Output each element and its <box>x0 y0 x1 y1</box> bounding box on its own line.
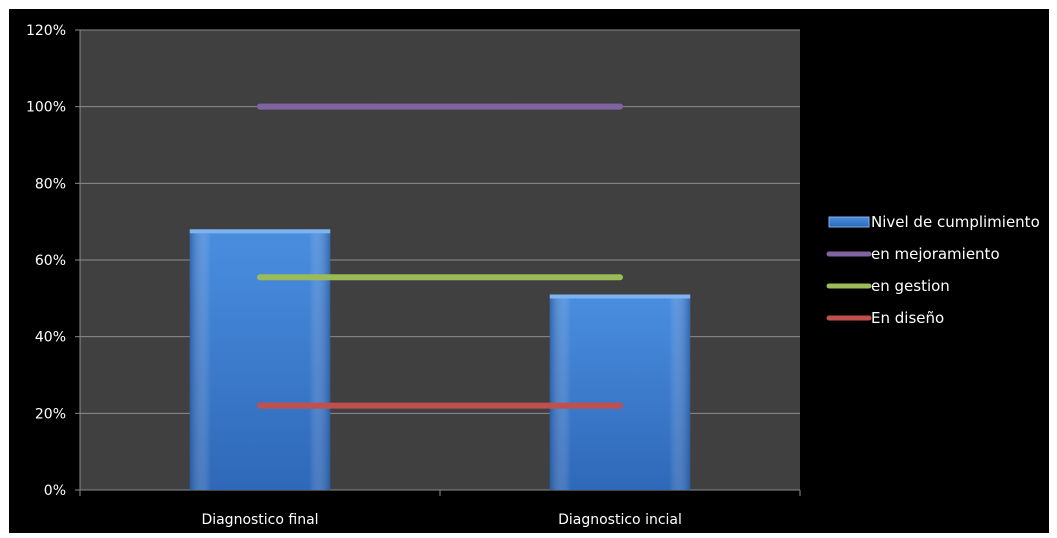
legend-label: en gestion <box>871 277 950 295</box>
legend-label: Nivel de cumplimiento <box>871 213 1040 231</box>
y-tick-label: 60% <box>35 253 66 269</box>
legend-swatch <box>829 217 869 227</box>
bar-shading <box>550 295 690 491</box>
bar-top-highlight <box>550 295 690 299</box>
y-axis: 0% 20% 40% 60% 80% 100% 120% <box>26 23 80 499</box>
chart-svg: 0% 20% 40% 60% 80% 100% 120% Diagnostico final… <box>9 9 1049 533</box>
y-tick-label: 100% <box>26 100 66 116</box>
legend-label: en mejoramiento <box>871 245 1000 263</box>
legend-item: En diseño <box>829 309 944 327</box>
bar-shading <box>190 229 330 490</box>
y-tick-label: 40% <box>35 330 66 346</box>
y-tick-label: 20% <box>35 406 66 422</box>
chart-frame: 0% 20% 40% 60% 80% 100% 120% Diagnostico final… <box>9 9 1049 533</box>
x-axis: Diagnostico final Diagnostico incial <box>80 490 800 528</box>
legend-item: Nivel de cumplimiento <box>829 213 1040 231</box>
x-tick-label: Diagnostico final <box>201 512 318 528</box>
y-tick-label: 120% <box>26 23 66 39</box>
y-tick-label: 80% <box>35 176 66 192</box>
bar-top-highlight <box>190 229 330 233</box>
x-tick-label: Diagnostico incial <box>558 512 682 528</box>
y-tick-label: 0% <box>44 483 66 499</box>
legend-item: en gestion <box>829 277 950 295</box>
legend-label: En diseño <box>871 309 944 327</box>
legend: Nivel de cumplimiento en mejoramiento en g… <box>829 213 1040 327</box>
legend-item: en mejoramiento <box>829 245 1000 263</box>
